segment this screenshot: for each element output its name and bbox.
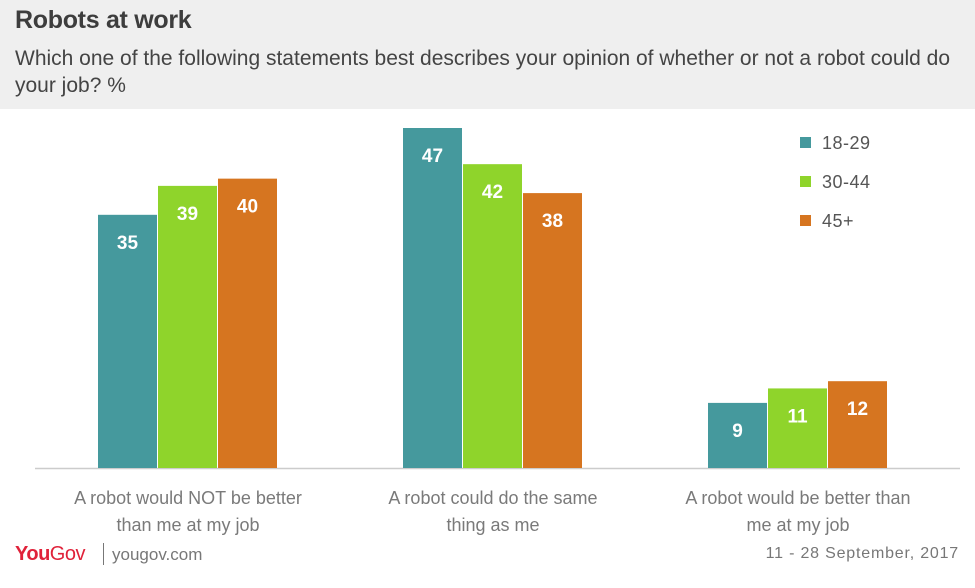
legend-label: 18-29 [822, 133, 871, 153]
bar-18-29-cat-2 [403, 128, 462, 468]
logo-gov: Gov [49, 543, 86, 565]
category-label: A robot would NOT be better [74, 488, 302, 508]
legend-swatch [800, 215, 811, 226]
category-label: thing as me [446, 515, 539, 535]
footer-site-link[interactable]: yougov.com [112, 545, 203, 564]
legend-swatch [800, 137, 811, 148]
data-label: 11 [787, 406, 808, 427]
footer-divider [103, 543, 104, 565]
data-label: 9 [732, 421, 743, 442]
legend-label: 30-44 [822, 172, 871, 192]
chart-subtitle: Which one of the following statements be… [15, 47, 951, 97]
bar-45plus-cat-3 [828, 381, 887, 468]
bar-30-44-cat-2 [463, 164, 522, 468]
data-label: 39 [177, 204, 198, 225]
bar-30-44-cat-3 [768, 388, 827, 468]
bar-18-29-cat-1 [98, 214, 157, 468]
bar-45plus-cat-1 [218, 178, 277, 468]
bar-45plus-cat-2 [523, 193, 582, 468]
bar-30-44-cat-1 [158, 185, 217, 468]
legend-label: 45+ [822, 211, 854, 231]
bar-18-29-cat-3 [708, 402, 767, 468]
logo-you: You [15, 543, 50, 565]
data-label: 42 [482, 182, 503, 203]
category-label: A robot would be better than [685, 488, 910, 508]
data-label: 47 [422, 146, 443, 167]
data-label: 40 [237, 197, 258, 218]
bar-chart: 35 47 9 39 42 11 40 38 12 A robot would NOT be be… [35, 128, 960, 535]
data-label: 12 [847, 399, 868, 420]
chart-title: Robots at work [15, 6, 192, 34]
category-label: than me at my job [116, 515, 259, 535]
chart-header: Robots at work Which one of the followin… [0, 0, 975, 109]
category-label: A robot could do the same [388, 488, 597, 508]
footer-date: 11 - 28 September, 2017 [765, 545, 959, 562]
data-label: 35 [117, 233, 139, 254]
category-label: me at my job [746, 515, 849, 535]
legend-swatch [800, 176, 811, 187]
yougov-logo: YouGov [15, 543, 85, 566]
data-label: 38 [542, 211, 563, 232]
